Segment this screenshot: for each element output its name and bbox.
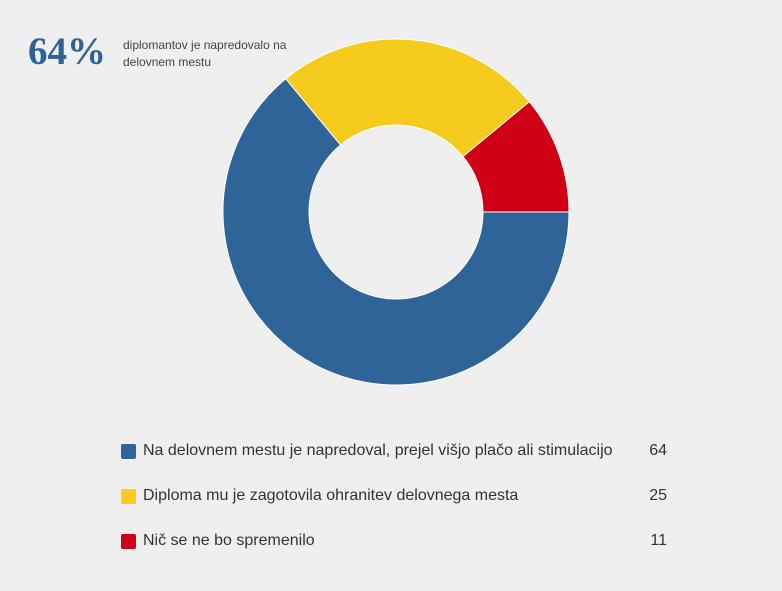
donut-slice-3[interactable] xyxy=(462,101,570,213)
legend-swatch xyxy=(121,444,136,459)
headline-percent: 64% xyxy=(28,30,106,73)
legend-swatch xyxy=(121,534,136,549)
legend-label: Na delovnem mestu je napredoval, prejel … xyxy=(143,442,613,459)
legend-swatch xyxy=(121,489,136,504)
legend-label: Nič se ne bo spremenilo xyxy=(143,532,315,549)
legend: Na delovnem mestu je napredoval, prejel … xyxy=(121,436,667,571)
headline-caption: diplomantov je napredovalo na delovnem m… xyxy=(123,38,287,69)
legend-value: 25 xyxy=(649,487,667,504)
legend-item[interactable]: Na delovnem mestu je napredoval, prejel … xyxy=(121,436,667,481)
donut-slice-2[interactable] xyxy=(285,38,531,158)
legend-item[interactable]: Diploma mu je zagotovila ohranitev delov… xyxy=(121,481,667,526)
legend-item[interactable]: Nič se ne bo spremenilo 11 xyxy=(121,526,667,571)
headline: 64% diplomantov je napredovalo na delovn… xyxy=(28,28,308,76)
legend-label: Diploma mu je zagotovila ohranitev delov… xyxy=(143,487,519,504)
donut-slice-1[interactable] xyxy=(222,77,570,386)
donut-chart xyxy=(222,38,570,386)
legend-value: 11 xyxy=(650,532,667,549)
legend-value: 64 xyxy=(649,442,667,459)
